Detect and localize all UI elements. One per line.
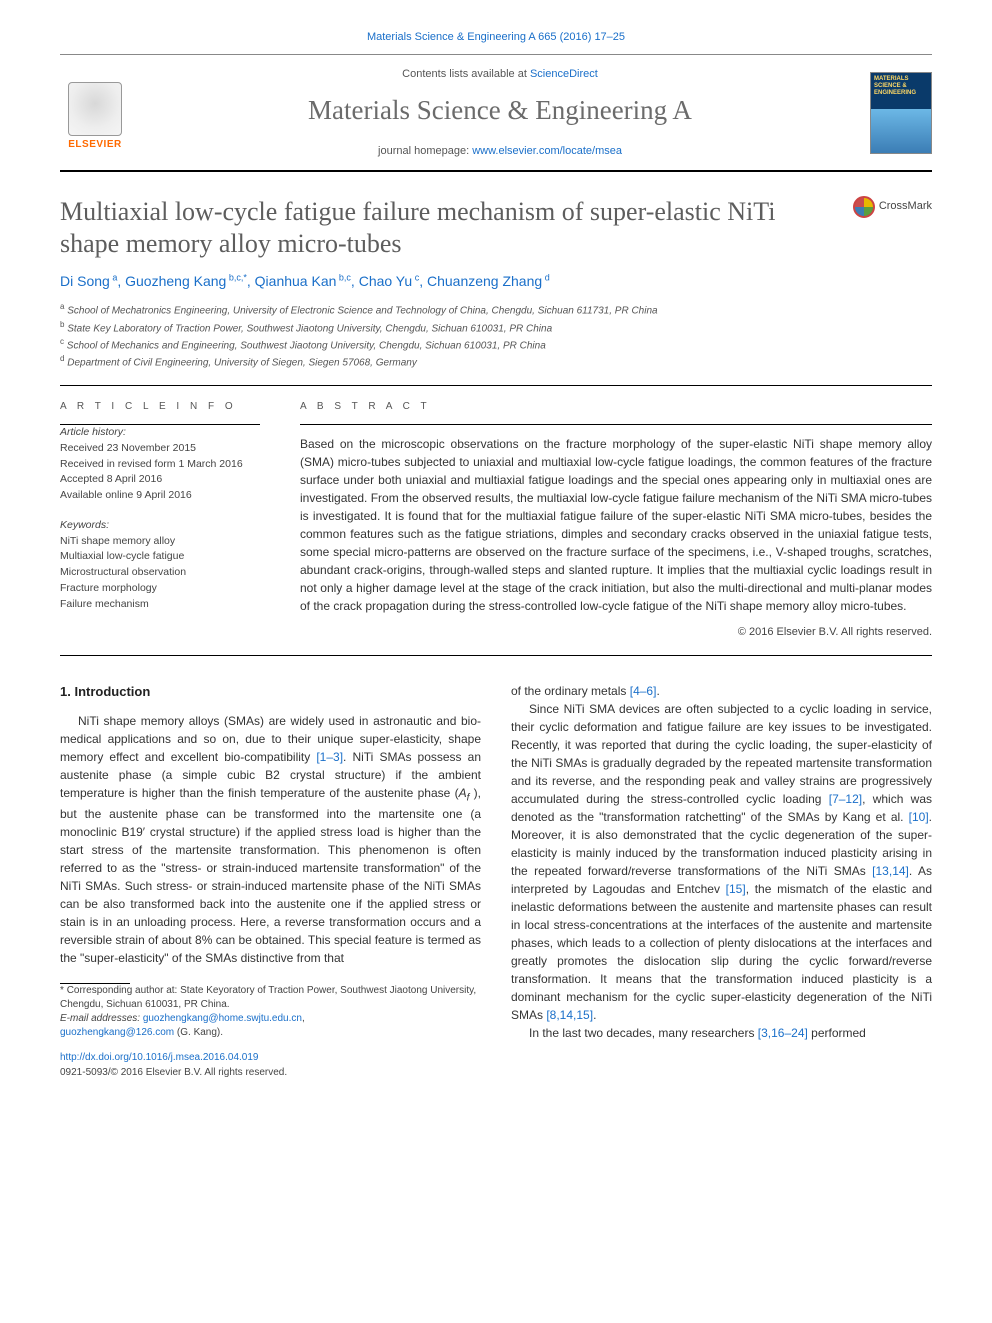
homepage-line: journal homepage: www.elsevier.com/locat… [140, 144, 860, 160]
keywords-label: Keywords: [60, 518, 260, 534]
author-5-aff: d [542, 272, 550, 282]
contents-prefix: Contents lists available at [402, 68, 530, 80]
keyword-2: Multiaxial low-cycle fatigue [60, 549, 260, 565]
email-2[interactable]: guozhengkang@126.com [60, 1027, 174, 1038]
intro-heading: 1. Introduction [60, 682, 481, 702]
divider-bottom [60, 655, 932, 656]
cite-13-14[interactable]: [13,14] [872, 864, 909, 878]
abstract-label: A B S T R A C T [300, 400, 932, 415]
intro-para-1: NiTi shape memory alloys (SMAs) are wide… [60, 712, 481, 967]
divider-abstract [300, 424, 932, 425]
journal-header: ELSEVIER Contents lists available at Sci… [60, 54, 932, 172]
author-3-aff: b,c [336, 272, 351, 282]
author-5[interactable]: Chuanzeng Zhang [427, 273, 542, 289]
citation-line: Materials Science & Engineering A 665 (2… [60, 30, 932, 46]
cite-15[interactable]: [15] [726, 882, 746, 896]
body-text: 1. Introduction NiTi shape memory alloys… [60, 682, 932, 1080]
author-1-aff: a [110, 272, 118, 282]
cite-4-6[interactable]: [4–6] [630, 684, 657, 698]
author-1[interactable]: Di Song [60, 273, 110, 289]
intro-para-2: Since NiTi SMA devices are often subject… [511, 700, 932, 1024]
affiliation-b: b State Key Laboratory of Traction Power… [60, 319, 932, 336]
article-info-label: A R T I C L E I N F O [60, 400, 260, 415]
intro-para-3: In the last two decades, many researcher… [511, 1024, 932, 1042]
footnote-block: * Corresponding author at: State Keyorat… [60, 984, 481, 1040]
article-history: Article history: Received 23 November 20… [60, 425, 260, 504]
doi-link[interactable]: http://dx.doi.org/10.1016/j.msea.2016.04… [60, 1052, 258, 1063]
affiliations: a School of Mechatronics Engineering, Un… [60, 301, 932, 370]
history-received: Received 23 November 2015 [60, 441, 260, 457]
elsevier-tree-icon [68, 82, 122, 136]
intro-para-1-cont: of the ordinary metals [4–6]. [511, 682, 932, 700]
journal-name: Materials Science & Engineering A [140, 91, 860, 130]
history-revised: Received in revised form 1 March 2016 [60, 457, 260, 473]
article-title: Multiaxial low-cycle fatigue failure mec… [60, 196, 853, 261]
crossmark-label: CrossMark [879, 199, 932, 215]
doi-block: http://dx.doi.org/10.1016/j.msea.2016.04… [60, 1050, 481, 1080]
author-2-aff: b,c, [226, 272, 243, 282]
author-4-aff: c [412, 272, 419, 282]
email-1[interactable]: guozhengkang@home.swjtu.edu.cn [143, 1013, 302, 1024]
header-center: Contents lists available at ScienceDirec… [130, 67, 870, 160]
journal-cover-thumbnail: MATERIALS SCIENCE & ENGINEERING [870, 72, 932, 154]
keyword-1: NiTi shape memory alloy [60, 534, 260, 550]
homepage-link[interactable]: www.elsevier.com/locate/msea [472, 145, 622, 157]
email-line: E-mail addresses: guozhengkang@home.swjt… [60, 1012, 481, 1026]
cite-3-16-24[interactable]: [3,16–24] [758, 1026, 808, 1040]
keyword-4: Fracture morphology [60, 581, 260, 597]
divider-top [60, 385, 932, 386]
crossmark-badge[interactable]: CrossMark [853, 196, 932, 218]
cite-7-12[interactable]: [7–12] [829, 792, 862, 806]
cite-8-14-15[interactable]: [8,14,15] [546, 1008, 593, 1022]
author-list: Di Song a, Guozheng Kang b,c,*, Qianhua … [60, 271, 932, 291]
elsevier-logo: ELSEVIER [60, 74, 130, 152]
affiliation-a: a School of Mechatronics Engineering, Un… [60, 301, 932, 318]
history-online: Available online 9 April 2016 [60, 488, 260, 504]
article-info-column: A R T I C L E I N F O Article history: R… [60, 400, 260, 641]
crossmark-icon [853, 196, 875, 218]
issn-line: 0921-5093/© 2016 Elsevier B.V. All right… [60, 1065, 481, 1080]
author-4[interactable]: Chao Yu [359, 273, 412, 289]
keyword-3: Microstructural observation [60, 565, 260, 581]
affiliation-d: d Department of Civil Engineering, Unive… [60, 353, 932, 370]
affiliation-c: c School of Mechanics and Engineering, S… [60, 336, 932, 353]
cite-1-3[interactable]: [1–3] [316, 750, 343, 764]
sciencedirect-link[interactable]: ScienceDirect [530, 68, 598, 80]
elsevier-label: ELSEVIER [68, 138, 121, 153]
homepage-prefix: journal homepage: [378, 145, 472, 157]
history-label: Article history: [60, 425, 260, 441]
keyword-5: Failure mechanism [60, 597, 260, 613]
history-accepted: Accepted 8 April 2016 [60, 472, 260, 488]
cover-title-text: MATERIALS SCIENCE & ENGINEERING [874, 76, 928, 96]
author-3[interactable]: Qianhua Kan [255, 273, 337, 289]
contents-line: Contents lists available at ScienceDirec… [140, 67, 860, 83]
copyright-line: © 2016 Elsevier B.V. All rights reserved… [300, 625, 932, 641]
cite-10[interactable]: [10] [909, 810, 929, 824]
author-2[interactable]: Guozheng Kang [125, 273, 226, 289]
corresponding-note: * Corresponding author at: State Keyorat… [60, 984, 481, 1012]
keywords-block: Keywords: NiTi shape memory alloy Multia… [60, 518, 260, 613]
corresponding-star: * [243, 272, 247, 282]
email-line-2: guozhengkang@126.com (G. Kang). [60, 1026, 481, 1040]
abstract-text: Based on the microscopic observations on… [300, 435, 932, 615]
abstract-column: A B S T R A C T Based on the microscopic… [300, 400, 932, 641]
